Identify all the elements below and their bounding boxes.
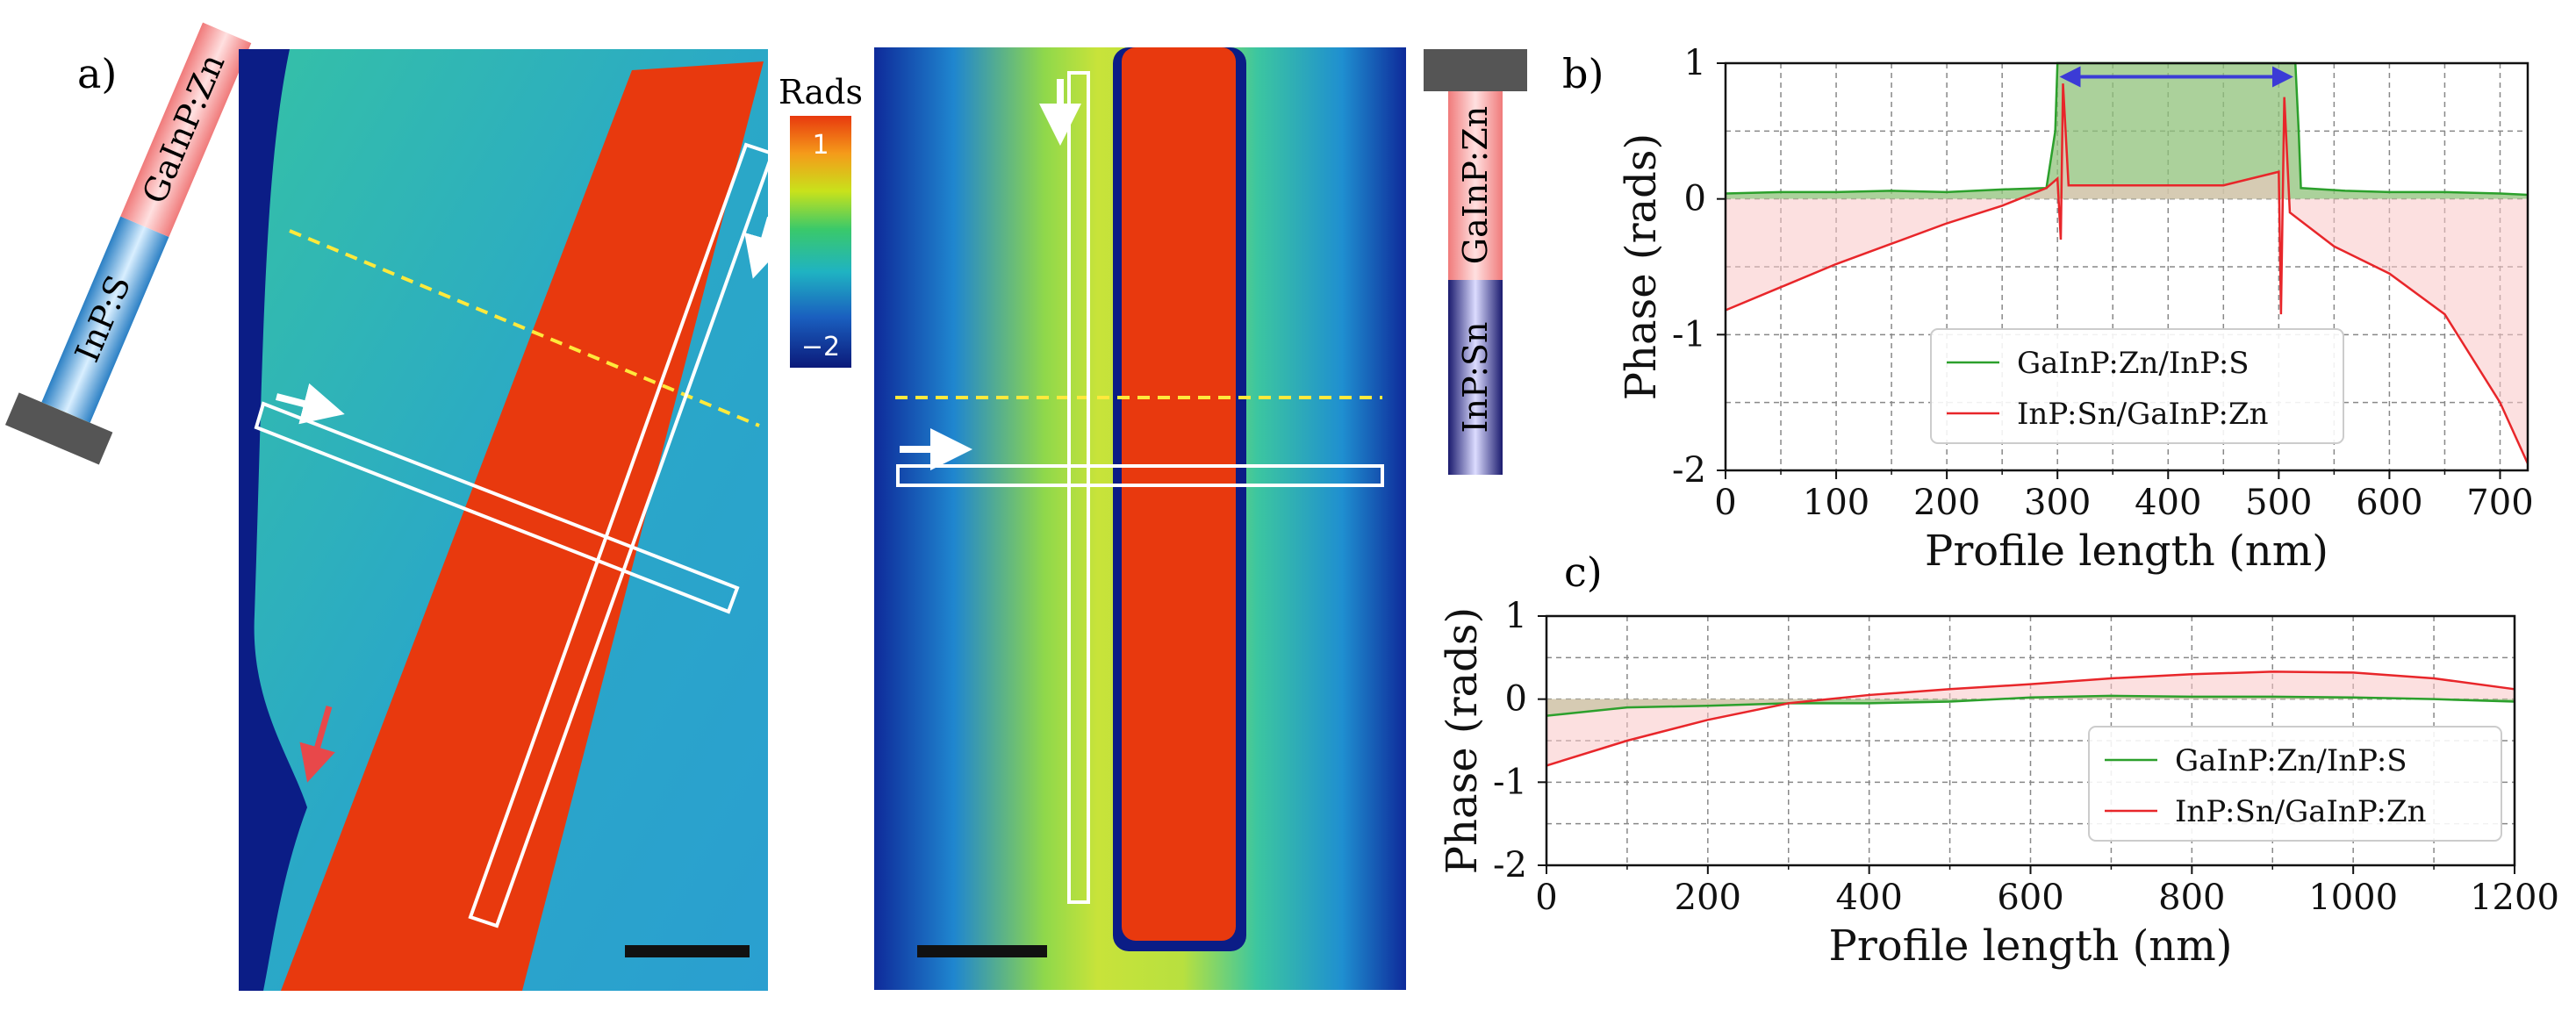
y-tick-label: 1 [1684, 43, 1706, 83]
x-tick-label: 400 [2135, 483, 2201, 523]
y-tick-label: 0 [1505, 679, 1527, 720]
legend-label: GaInP:Zn/InP:S [2175, 743, 2407, 778]
x-tick-label: 0 [1714, 483, 1736, 523]
y-tick-label: -1 [1672, 314, 1706, 355]
map-a-profile-box-diagonal [468, 142, 775, 928]
x-tick-label: 200 [1913, 483, 1980, 523]
map-a-vacuum-region [239, 49, 307, 991]
map-a-white-arrow-1 [276, 383, 345, 425]
y-tick-label: 1 [1505, 596, 1527, 636]
substrate-block-1 [4, 392, 113, 465]
substrate-block-2 [1424, 49, 1527, 91]
x-tick-label: 100 [1803, 483, 1869, 523]
nanowire-schematic-1: InP:S GaInP:Zn [4, 22, 252, 465]
x-tick-label: 1200 [2470, 878, 2559, 918]
y-tick-label: 0 [1684, 179, 1706, 219]
legend-label: GaInP:Zn/InP:S [2017, 346, 2250, 381]
x-tick-label: 600 [1997, 878, 2063, 918]
map-a-scale-bar [625, 945, 750, 957]
nanowire-schematic-2: GaInP:Zn InP:Sn [1424, 49, 1527, 475]
map-a-red-arrow [299, 706, 335, 783]
colorbar: Rads 1 −2 [779, 73, 863, 368]
phase-map-a [239, 49, 786, 991]
phase-profile-plot-c: 0 200 400 600 800 1000 1200 1 0 -1 -2 Profile lengt… [1438, 596, 2559, 971]
colorbar-max-label: 1 [812, 130, 829, 161]
x-tick-label: 200 [1675, 878, 1741, 918]
y-tick-label: -2 [1493, 845, 1527, 885]
x-tick-label: 0 [1535, 878, 1557, 918]
legend-box [2088, 726, 2502, 842]
gainp-zn-segment-2 [1448, 91, 1503, 280]
series-fill-green [1726, 63, 2528, 199]
colorbar-min-label: −2 [801, 332, 840, 362]
colorbar-bar [790, 116, 851, 368]
legend-label: InP:Sn/GaInP:Zn [2175, 794, 2427, 829]
map-b-scale-bar [917, 945, 1047, 957]
map-a-dashed-profile-line [289, 229, 760, 427]
axes-frame [1724, 61, 2529, 472]
map-a-nanowire [281, 61, 764, 991]
x-axis-label: Profile length (nm) [1925, 527, 2328, 576]
panel-label-a: a) [77, 50, 117, 97]
panel-label-c: c) [1564, 548, 1603, 596]
map-b-nanowire [1122, 47, 1236, 941]
panel-label-b: b) [1562, 50, 1604, 97]
map-a-white-arrow-2 [744, 216, 786, 279]
x-tick-label: 300 [2024, 483, 2091, 523]
y-tick-label: -1 [1493, 762, 1527, 802]
x-tick-label: 500 [2245, 483, 2312, 523]
map-b-profile-box-vertical [1067, 71, 1090, 904]
legend-label: InP:Sn/GaInP:Zn [2017, 397, 2269, 432]
x-tick-label: 400 [1835, 878, 1902, 918]
schematic2-top-label: GaInP:Zn [1456, 106, 1495, 264]
x-tick-label: 1000 [2308, 878, 2398, 918]
y-tick-label: -2 [1672, 450, 1706, 491]
phase-map-b [874, 47, 1406, 990]
x-tick-label: 600 [2356, 483, 2422, 523]
inp-s-segment [41, 216, 169, 423]
map-a-profile-box-horizontal [254, 401, 740, 614]
map-b-profile-box-horizontal [896, 464, 1384, 487]
x-tick-label: 700 [2466, 483, 2533, 523]
colorbar-title: Rads [779, 73, 863, 111]
series-fill-red [1546, 671, 2515, 766]
inp-sn-segment [1448, 280, 1503, 475]
phase-profile-plot-b: 0 100 200 300 400 500 600 700 1 0 -1 -2 Profile leng… [1617, 43, 2534, 576]
y-axis-label: Phase (rads) [1438, 607, 1487, 875]
x-axis-label: Profile length (nm) [1829, 921, 2233, 971]
schematic2-bottom-label: InP:Sn [1456, 321, 1495, 433]
gainp-zn-segment-1 [120, 22, 252, 238]
y-axis-label: Phase (rads) [1617, 133, 1666, 401]
legend-box [1930, 328, 2344, 444]
x-tick-label: 800 [2158, 878, 2225, 918]
